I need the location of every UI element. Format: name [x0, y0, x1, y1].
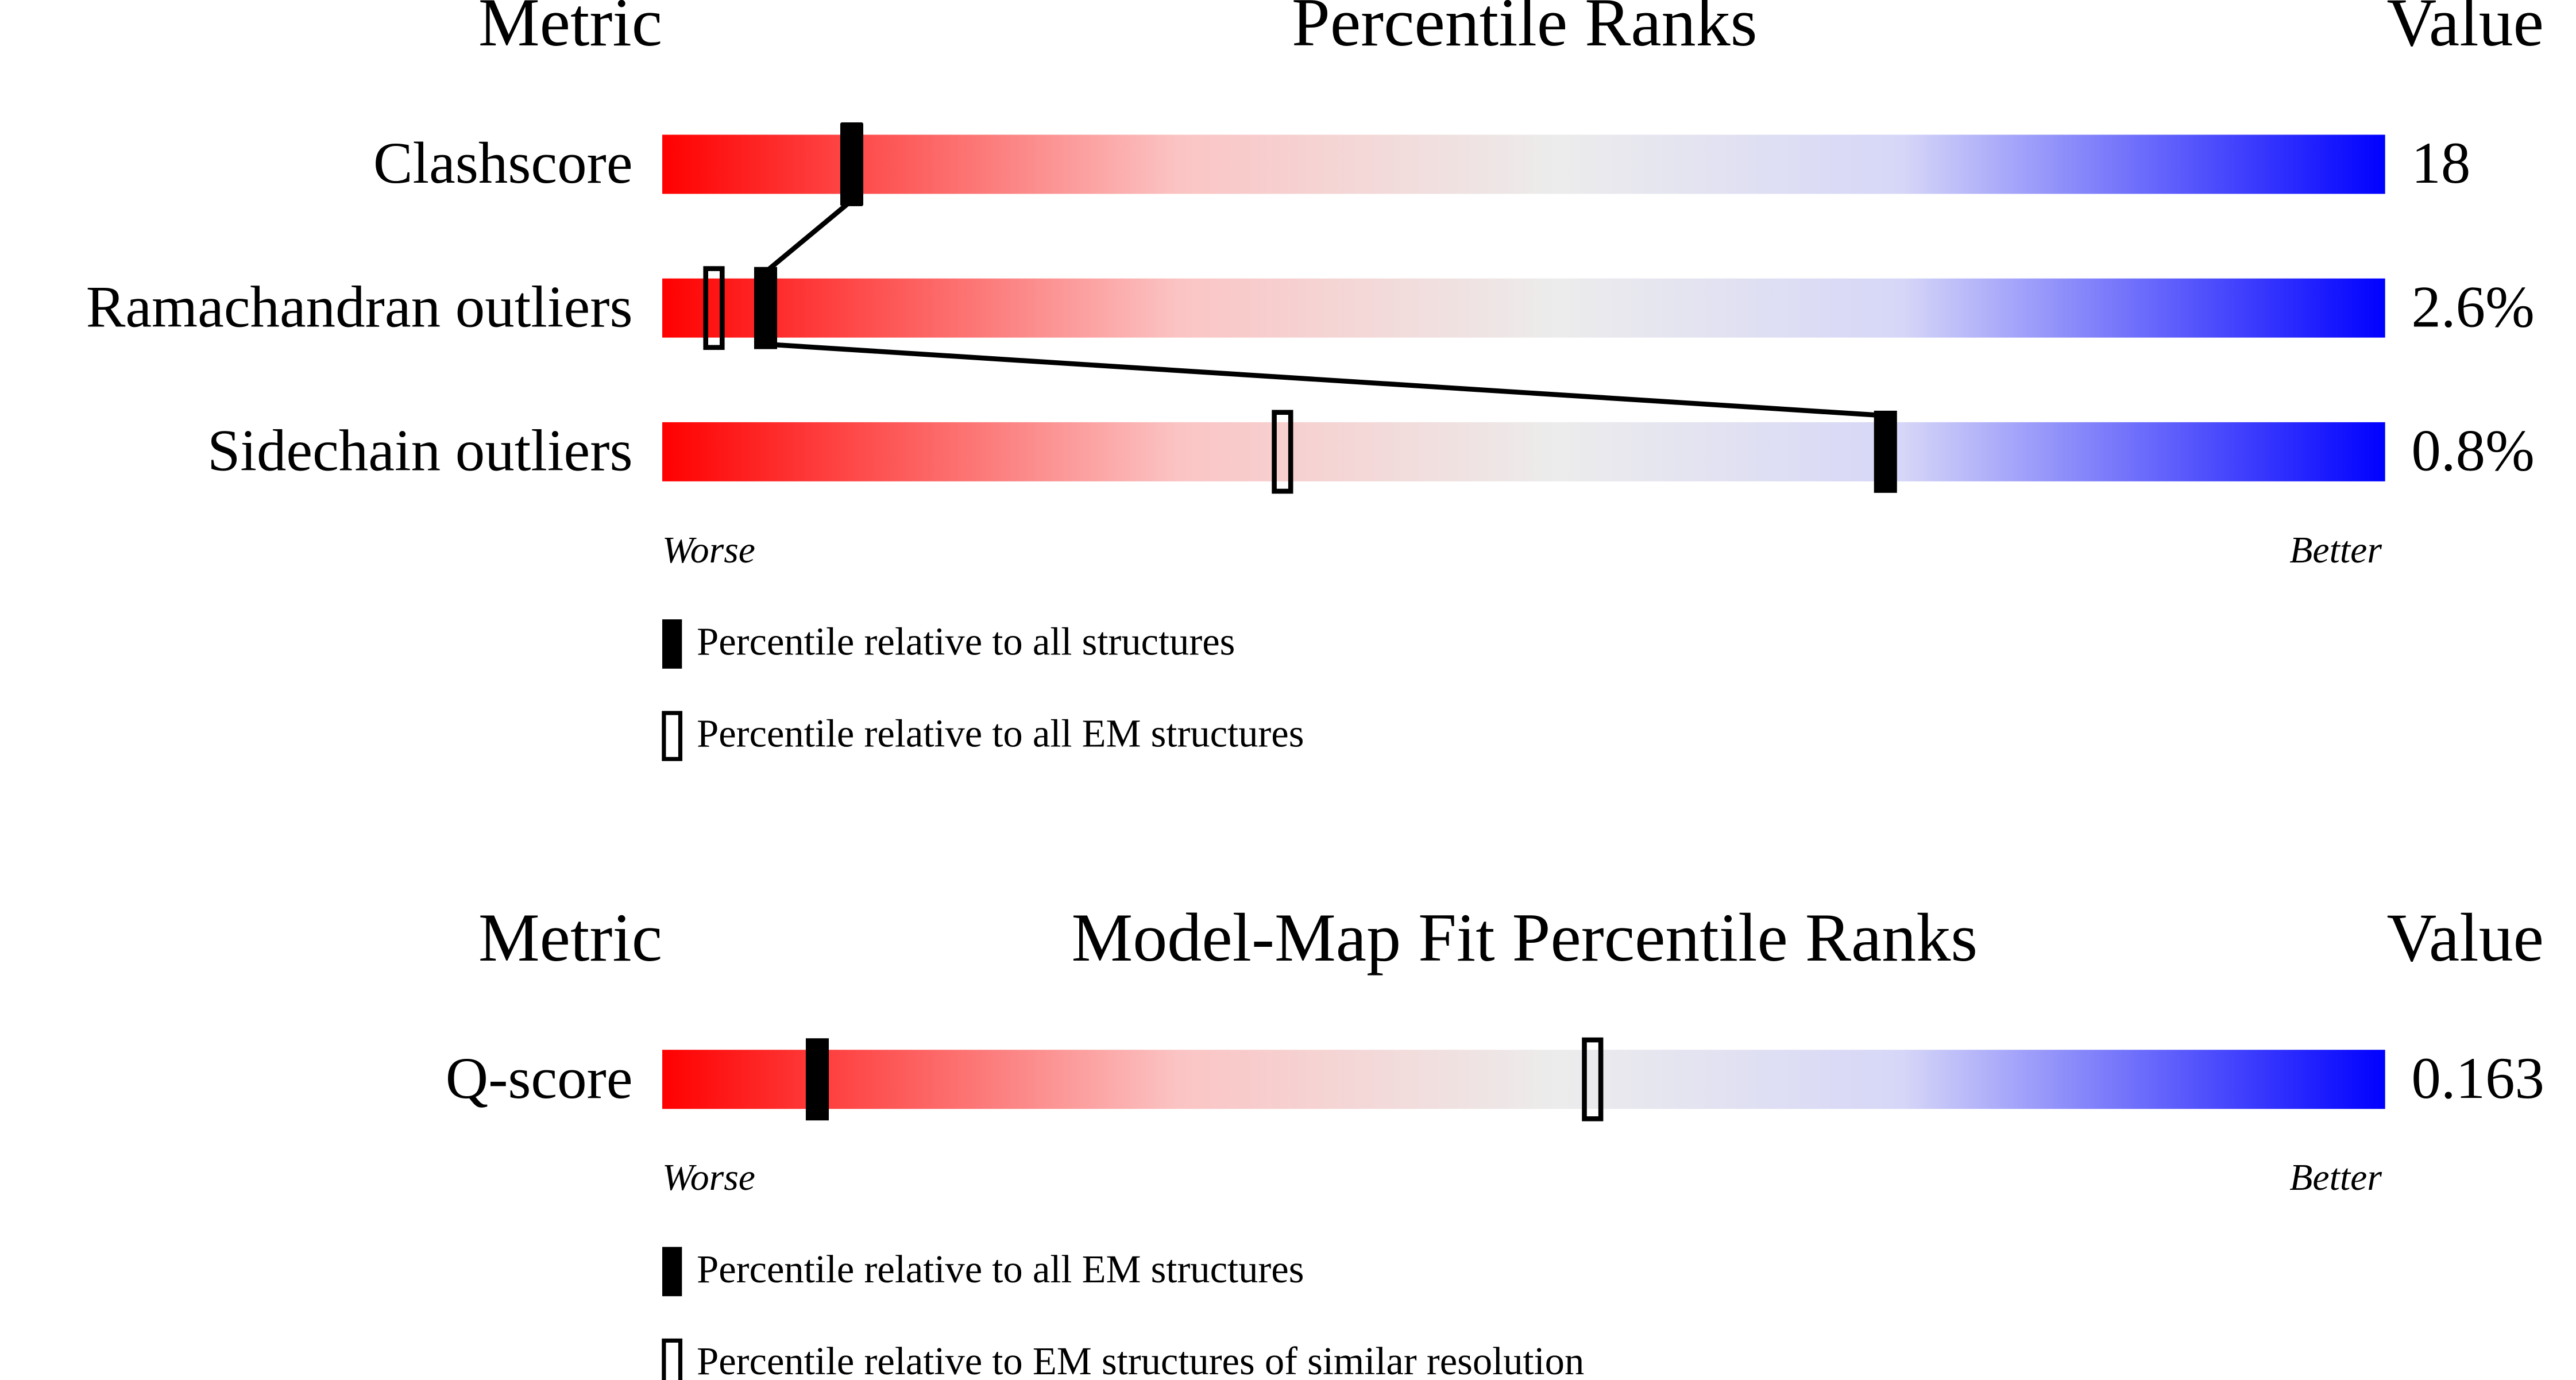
better-label: Better	[2289, 1157, 2382, 1198]
legend-label: Percentile relative to EM structures of …	[697, 1339, 1584, 1380]
header-metric: Metric	[478, 0, 662, 60]
header-title: Percentile Ranks	[1292, 0, 1757, 60]
metric-value: 0.163	[2411, 1046, 2544, 1111]
metric-value: 18	[2411, 130, 2470, 196]
legend-marker	[662, 1247, 682, 1297]
connector-line	[764, 198, 853, 274]
worse-label: Worse	[662, 529, 755, 571]
percentile-marker	[841, 122, 863, 206]
percentile-marker	[703, 266, 725, 350]
percentile-marker	[805, 1038, 829, 1121]
metric-label: Ramachandran outliers	[86, 274, 633, 340]
legend-marker	[662, 1338, 683, 1380]
connector-line	[765, 341, 1886, 418]
header-metric: Metric	[478, 899, 662, 976]
header-title: Model-Map Fit Percentile Ranks	[1071, 899, 1978, 976]
metric-value: 0.8%	[2411, 418, 2534, 484]
legend-label: Percentile relative to all EM structures	[697, 712, 1304, 755]
metric-label: Clashscore	[373, 130, 633, 196]
metric-value: 2.6%	[2411, 274, 2534, 340]
percentile-bar	[662, 134, 2385, 194]
percentile-marker	[1874, 410, 1897, 493]
metric-label: Q-score	[446, 1046, 633, 1111]
legend-marker	[662, 711, 683, 761]
percentile-bar	[662, 422, 2385, 481]
metric-label: Sidechain outliers	[207, 418, 632, 484]
worse-label: Worse	[662, 1157, 755, 1198]
percentile-marker	[1582, 1037, 1604, 1121]
percentile-bar	[662, 1050, 2385, 1109]
header-value: Value	[2387, 899, 2544, 976]
percentile-marker	[754, 267, 778, 349]
percentile-bar	[662, 278, 2385, 338]
legend-marker	[662, 619, 682, 669]
header-value: Value	[2387, 0, 2544, 60]
better-label: Better	[2289, 529, 2382, 571]
legend-label: Percentile relative to all structures	[697, 620, 1235, 664]
percentile-marker	[1272, 410, 1293, 494]
legend-label: Percentile relative to all EM structures	[697, 1247, 1304, 1291]
